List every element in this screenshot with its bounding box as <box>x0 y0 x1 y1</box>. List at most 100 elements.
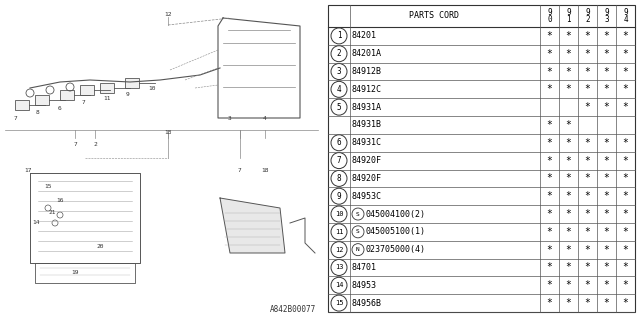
Text: *: * <box>623 173 628 183</box>
Text: 84201A: 84201A <box>352 49 382 58</box>
Bar <box>100 83 114 93</box>
Text: 15: 15 <box>335 300 343 306</box>
Text: 2: 2 <box>337 49 341 58</box>
Text: *: * <box>584 173 591 183</box>
Text: 9
1: 9 1 <box>566 8 571 24</box>
Text: 13: 13 <box>164 131 172 135</box>
Text: *: * <box>623 191 628 201</box>
Text: *: * <box>584 67 591 76</box>
Text: 6: 6 <box>337 138 341 147</box>
Text: *: * <box>604 31 609 41</box>
Text: S: S <box>356 212 360 217</box>
Text: 10: 10 <box>148 86 156 92</box>
Text: *: * <box>547 67 552 76</box>
Text: *: * <box>623 138 628 148</box>
Text: *: * <box>604 84 609 94</box>
Text: *: * <box>547 49 552 59</box>
Text: *: * <box>566 138 572 148</box>
Text: *: * <box>604 280 609 290</box>
Text: *: * <box>566 156 572 165</box>
Text: *: * <box>584 156 591 165</box>
Text: *: * <box>566 84 572 94</box>
Text: 84931A: 84931A <box>352 103 382 112</box>
Text: 3: 3 <box>228 116 232 121</box>
Text: 15: 15 <box>44 183 52 188</box>
Text: 11: 11 <box>103 95 111 100</box>
Text: *: * <box>584 49 591 59</box>
Text: 16: 16 <box>56 197 64 203</box>
Text: 14: 14 <box>32 220 40 226</box>
Text: 84931C: 84931C <box>352 138 382 147</box>
Text: *: * <box>547 138 552 148</box>
Text: 045004100(2): 045004100(2) <box>366 210 426 219</box>
Text: *: * <box>566 120 572 130</box>
Text: 21: 21 <box>48 211 56 215</box>
Text: *: * <box>566 173 572 183</box>
Text: *: * <box>566 49 572 59</box>
Text: 7: 7 <box>337 156 341 165</box>
Text: 10: 10 <box>335 211 343 217</box>
Text: *: * <box>547 262 552 272</box>
Text: 19: 19 <box>71 270 79 276</box>
Text: 18: 18 <box>261 167 269 172</box>
Text: *: * <box>584 138 591 148</box>
Text: *: * <box>566 67 572 76</box>
Text: 84701: 84701 <box>352 263 377 272</box>
Text: *: * <box>584 227 591 237</box>
Text: A842B00077: A842B00077 <box>269 305 316 314</box>
Text: *: * <box>623 31 628 41</box>
Text: *: * <box>566 227 572 237</box>
Text: 7: 7 <box>238 167 242 172</box>
Text: *: * <box>584 298 591 308</box>
Text: *: * <box>547 173 552 183</box>
Text: *: * <box>584 262 591 272</box>
Text: *: * <box>584 84 591 94</box>
Text: *: * <box>623 245 628 255</box>
Text: 13: 13 <box>335 264 343 270</box>
Text: 7: 7 <box>81 100 85 106</box>
Text: *: * <box>584 245 591 255</box>
Text: 84953: 84953 <box>352 281 377 290</box>
Text: 6: 6 <box>58 106 62 110</box>
Text: 9
0: 9 0 <box>547 8 552 24</box>
Text: 9
4: 9 4 <box>623 8 628 24</box>
Text: *: * <box>604 102 609 112</box>
Text: *: * <box>547 156 552 165</box>
Text: *: * <box>547 298 552 308</box>
Text: *: * <box>604 49 609 59</box>
Text: *: * <box>623 84 628 94</box>
Text: *: * <box>566 209 572 219</box>
Text: 7: 7 <box>73 142 77 148</box>
Text: *: * <box>566 298 572 308</box>
Text: *: * <box>566 31 572 41</box>
Text: 9
3: 9 3 <box>604 8 609 24</box>
Text: 4: 4 <box>263 116 267 121</box>
Bar <box>35 95 49 105</box>
Bar <box>328 5 635 312</box>
Text: *: * <box>623 67 628 76</box>
Bar <box>60 90 74 100</box>
Text: *: * <box>566 191 572 201</box>
Text: 045005100(1): 045005100(1) <box>366 227 426 236</box>
Text: 17: 17 <box>24 167 32 172</box>
Text: 84931B: 84931B <box>352 120 382 130</box>
Text: *: * <box>547 209 552 219</box>
Text: *: * <box>604 227 609 237</box>
Text: 5: 5 <box>337 103 341 112</box>
Text: PARTS CORD: PARTS CORD <box>409 12 459 20</box>
Polygon shape <box>220 198 285 253</box>
Text: *: * <box>604 191 609 201</box>
Text: *: * <box>547 84 552 94</box>
Text: *: * <box>604 209 609 219</box>
Text: *: * <box>584 191 591 201</box>
Text: 14: 14 <box>335 282 343 288</box>
Text: 8: 8 <box>337 174 341 183</box>
Text: 4: 4 <box>337 85 341 94</box>
Text: *: * <box>584 31 591 41</box>
Text: 20: 20 <box>96 244 104 249</box>
Text: *: * <box>623 298 628 308</box>
Text: 11: 11 <box>335 229 343 235</box>
Text: *: * <box>566 262 572 272</box>
Text: 7: 7 <box>13 116 17 121</box>
Text: *: * <box>623 156 628 165</box>
